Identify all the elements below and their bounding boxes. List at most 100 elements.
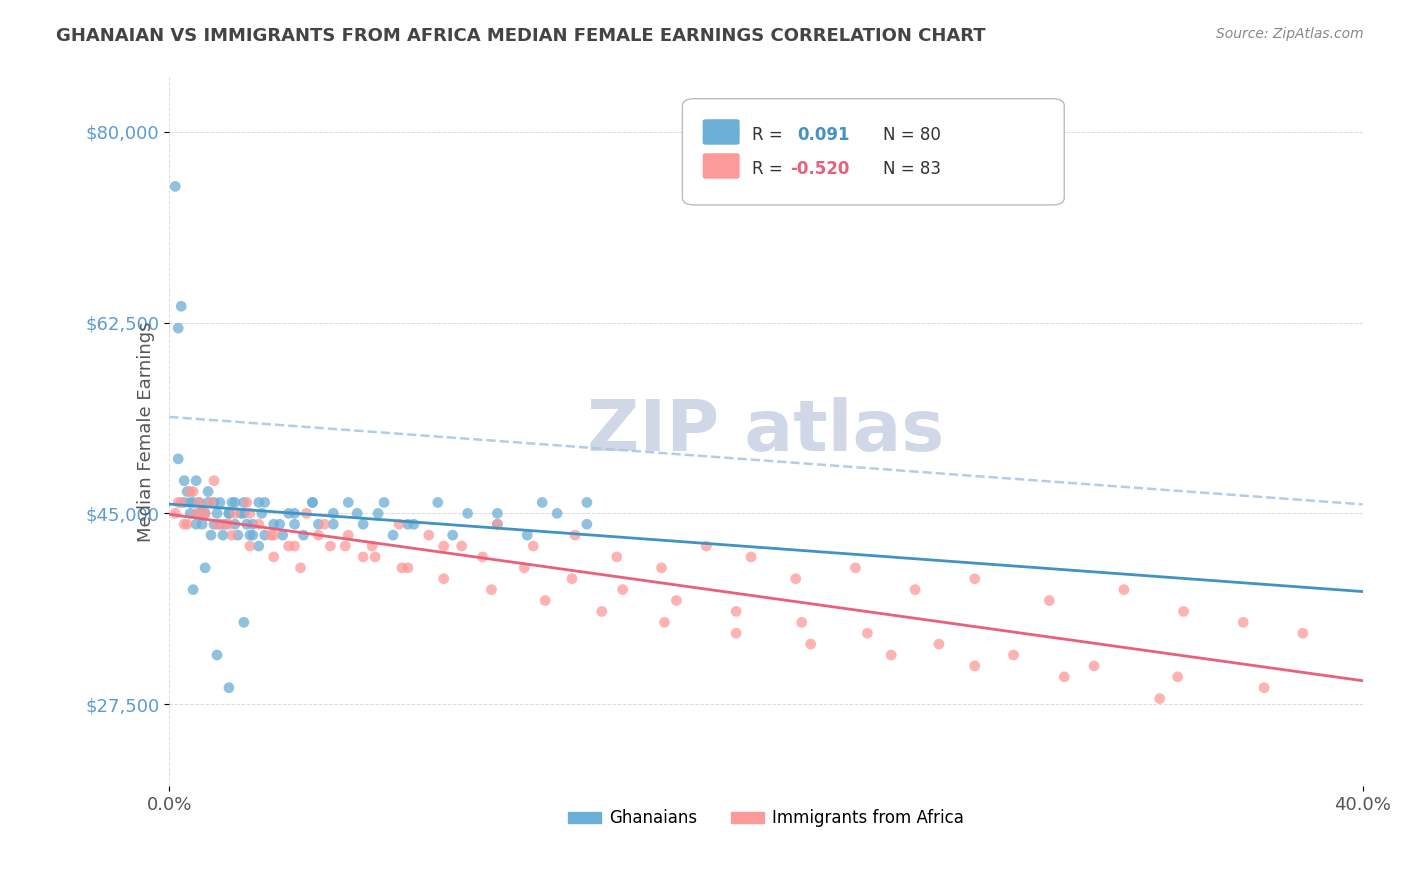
Point <box>212 528 235 542</box>
Point <box>232 495 254 509</box>
Point <box>963 572 986 586</box>
Point <box>247 539 270 553</box>
Point <box>650 561 672 575</box>
Point <box>322 517 344 532</box>
Point <box>1083 659 1105 673</box>
Point <box>205 506 228 520</box>
Point <box>367 506 389 520</box>
Point <box>181 495 204 509</box>
Point <box>856 626 879 640</box>
Point <box>790 615 813 630</box>
Point <box>388 517 411 532</box>
Text: -0.520: -0.520 <box>790 160 849 178</box>
Point <box>208 517 231 532</box>
Point <box>167 451 190 466</box>
Point <box>218 506 240 520</box>
Text: 0.091: 0.091 <box>797 126 849 144</box>
Point <box>191 506 214 520</box>
Point <box>202 517 225 532</box>
Point <box>591 604 613 618</box>
Point <box>1053 670 1076 684</box>
Point <box>1253 681 1275 695</box>
Legend: Ghanaians, Immigrants from Africa: Ghanaians, Immigrants from Africa <box>561 803 972 834</box>
Point <box>844 561 866 575</box>
Point <box>194 561 217 575</box>
Point <box>382 528 405 542</box>
Point <box>263 528 285 542</box>
Point <box>208 495 231 509</box>
Point <box>373 495 395 509</box>
Point <box>654 615 676 630</box>
Point <box>221 528 243 542</box>
Point <box>218 681 240 695</box>
FancyBboxPatch shape <box>703 153 740 178</box>
Point <box>271 528 294 542</box>
Point <box>247 517 270 532</box>
Point <box>295 506 318 520</box>
Point <box>173 517 195 532</box>
Point <box>239 528 262 542</box>
Point <box>176 484 198 499</box>
Point <box>364 549 387 564</box>
Text: Source: ZipAtlas.com: Source: ZipAtlas.com <box>1216 27 1364 41</box>
Point <box>170 299 193 313</box>
Point <box>239 506 262 520</box>
Point <box>218 517 240 532</box>
Point <box>457 506 479 520</box>
Point <box>301 495 323 509</box>
Point <box>418 528 440 542</box>
Point <box>218 506 240 520</box>
Point <box>200 495 222 509</box>
Point <box>1038 593 1060 607</box>
Text: R =: R = <box>752 126 787 144</box>
Text: N = 80: N = 80 <box>883 126 941 144</box>
Point <box>1149 691 1171 706</box>
Point <box>471 549 494 564</box>
Point <box>486 517 509 532</box>
Point <box>290 561 312 575</box>
Point <box>301 495 323 509</box>
Point <box>188 495 211 509</box>
Point <box>486 506 509 520</box>
Point <box>181 484 204 499</box>
Point <box>612 582 634 597</box>
Point <box>181 582 204 597</box>
Point <box>229 506 252 520</box>
Point <box>963 659 986 673</box>
Point <box>224 506 246 520</box>
Point <box>236 517 259 532</box>
Point <box>561 572 583 586</box>
Point <box>307 517 329 532</box>
Point <box>260 528 283 542</box>
Point <box>226 528 249 542</box>
Point <box>263 549 285 564</box>
Point <box>396 517 419 532</box>
Point <box>188 506 211 520</box>
Point <box>221 495 243 509</box>
Point <box>1232 615 1254 630</box>
Point <box>224 517 246 532</box>
Point <box>224 495 246 509</box>
Point <box>1173 604 1195 618</box>
Point <box>170 495 193 509</box>
Point <box>396 561 419 575</box>
Point <box>433 539 456 553</box>
Point <box>200 528 222 542</box>
Point <box>1292 626 1315 640</box>
Point <box>322 506 344 520</box>
Point <box>179 506 201 520</box>
FancyBboxPatch shape <box>703 120 740 145</box>
Point <box>800 637 823 651</box>
Point <box>346 506 368 520</box>
Point <box>277 539 299 553</box>
Point <box>205 648 228 662</box>
Point <box>575 495 598 509</box>
Point <box>531 495 554 509</box>
Point <box>1167 670 1189 684</box>
Point <box>426 495 449 509</box>
Point <box>165 179 187 194</box>
Point <box>179 484 201 499</box>
Point <box>253 528 276 542</box>
Point <box>236 495 259 509</box>
Point <box>284 517 307 532</box>
